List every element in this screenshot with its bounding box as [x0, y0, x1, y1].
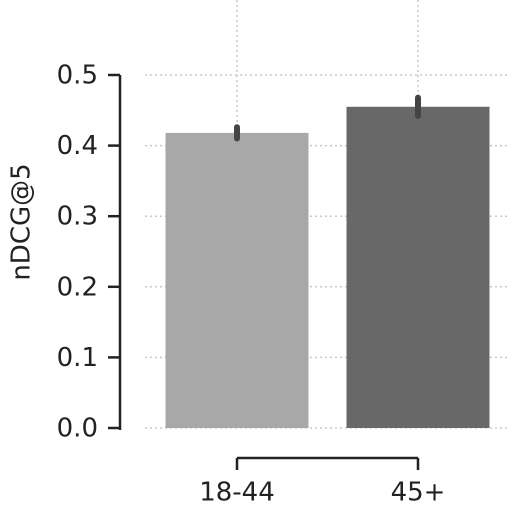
y-tick-label: 0.5 [57, 61, 98, 91]
y-axis-label: nDCG@5 [7, 163, 37, 280]
bar [346, 106, 490, 429]
bar [165, 132, 309, 428]
y-tick-label: 0.1 [57, 343, 98, 373]
x-tick-label: 45+ [391, 478, 446, 508]
y-tick-label: 0.3 [57, 202, 98, 232]
y-tick-label: 0.0 [57, 414, 98, 444]
x-tick-label: 18-44 [199, 478, 275, 508]
y-tick-label: 0.4 [57, 131, 98, 161]
y-tick-label: 0.2 [57, 272, 98, 302]
